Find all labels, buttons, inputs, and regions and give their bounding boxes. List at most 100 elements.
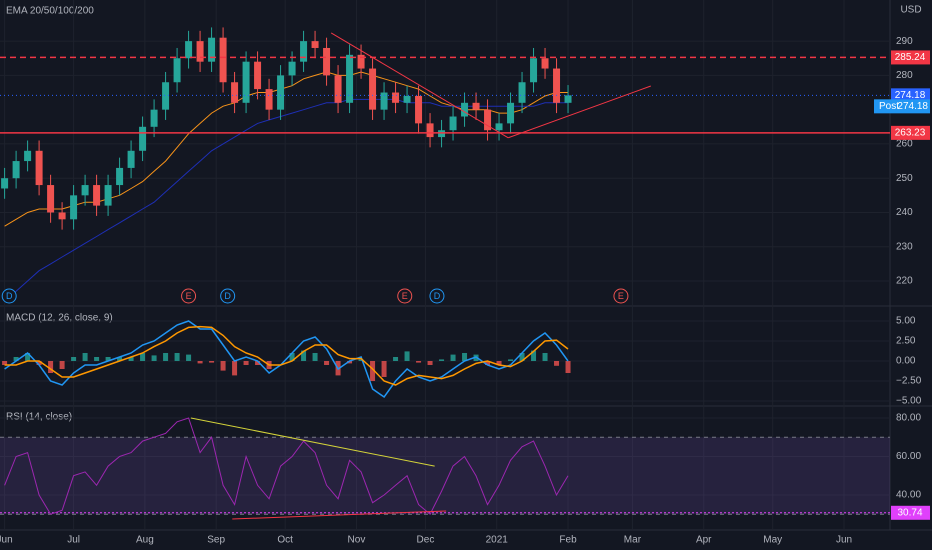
candle-body xyxy=(35,150,43,186)
event-marker xyxy=(397,288,413,304)
trend-line xyxy=(190,417,435,467)
macd-histogram-bar xyxy=(36,361,42,365)
x-tick-label: Jun xyxy=(836,535,852,546)
candle-body xyxy=(553,68,561,103)
event-marker xyxy=(181,288,197,304)
candle-body xyxy=(58,212,66,220)
macd-histogram-bar xyxy=(232,361,238,376)
x-tick-label: Aug xyxy=(136,535,154,546)
price-label: 274.18 xyxy=(895,90,926,101)
event-marker xyxy=(1,288,17,304)
event-label: E xyxy=(402,291,408,301)
candle-body xyxy=(426,123,434,138)
candle-body xyxy=(541,58,549,69)
macd-histogram-bar xyxy=(416,361,422,363)
x-tick-label: Jun xyxy=(0,535,13,546)
macd-histogram-bar xyxy=(554,361,560,366)
macd-histogram-bar xyxy=(140,353,146,361)
candle-body xyxy=(380,92,388,110)
macd-histogram-bar xyxy=(163,353,169,361)
currency: USD xyxy=(900,5,921,16)
macd-histogram-bar xyxy=(485,361,491,365)
candle-body xyxy=(357,54,365,69)
macd-histogram-bar xyxy=(13,357,19,361)
candle-body xyxy=(196,41,204,62)
candle-body xyxy=(461,102,469,117)
trend-line xyxy=(232,510,447,520)
rsi-level-label: 30.74 xyxy=(897,507,922,518)
y-tick-label: 290 xyxy=(896,36,913,47)
event-label: D xyxy=(6,291,13,301)
macd-histogram-bar xyxy=(209,361,215,363)
event-marker xyxy=(613,288,629,304)
x-tick-label: Apr xyxy=(696,535,712,546)
macd-histogram-bar xyxy=(519,353,525,361)
candle-body xyxy=(93,185,101,206)
y-tick-label: 260 xyxy=(896,139,913,150)
candle-body xyxy=(288,61,296,76)
macd-histogram-bar xyxy=(25,353,31,361)
x-tick-label: Nov xyxy=(348,535,366,546)
candle-body xyxy=(449,116,457,131)
macd-histogram-bar xyxy=(301,350,307,361)
post-price: 274.18 xyxy=(897,101,928,112)
y-tick-label: −5.00 xyxy=(896,396,922,407)
post-label-box xyxy=(874,99,930,114)
candle-body xyxy=(507,102,515,124)
macd-histogram-bar xyxy=(347,361,353,364)
x-tick-label: Oct xyxy=(277,535,293,546)
rsi-level-box xyxy=(891,505,930,520)
price-label-box xyxy=(891,88,930,103)
macd-histogram-bar xyxy=(117,357,123,361)
macd-line xyxy=(4,325,569,386)
candle-body xyxy=(162,82,170,110)
event-label: E xyxy=(186,291,192,301)
price-label-box xyxy=(891,50,930,65)
candle-body xyxy=(346,54,354,103)
macd-histogram-bar xyxy=(450,354,456,361)
candle-body xyxy=(438,130,446,138)
macd-histogram-bar xyxy=(427,361,433,365)
y-tick-label: 220 xyxy=(896,276,913,287)
candle-body xyxy=(127,150,135,168)
macd-histogram-bar xyxy=(186,354,192,361)
price-label: 263.23 xyxy=(895,128,926,139)
trend-line xyxy=(330,32,509,139)
event-marker xyxy=(220,288,236,304)
y-tick-label: 280 xyxy=(896,70,913,81)
y-tick-label: 2.50 xyxy=(896,336,916,347)
macd-histogram-bar xyxy=(220,361,226,371)
x-tick-label: May xyxy=(763,535,782,546)
y-tick-label: 60.00 xyxy=(896,451,921,462)
candle-body xyxy=(265,89,273,110)
y-tick-label: 0.00 xyxy=(896,356,916,367)
candle-body xyxy=(185,41,193,59)
macd-histogram-bar xyxy=(151,355,157,361)
rsi-line xyxy=(4,417,569,515)
macd-histogram-bar xyxy=(71,357,77,361)
macd-histogram-bar xyxy=(255,361,261,365)
candle-body xyxy=(484,109,492,131)
candle-body xyxy=(530,58,538,83)
macd-histogram-bar xyxy=(496,361,502,365)
candle-body xyxy=(254,61,262,90)
trend-line xyxy=(508,85,651,139)
candle-body xyxy=(81,185,89,196)
y-tick-label: 80.00 xyxy=(896,413,921,424)
macd-histogram-bar xyxy=(542,353,548,361)
candle-body xyxy=(518,82,526,103)
macd-histogram-bar xyxy=(439,359,445,361)
macd-histogram-bar xyxy=(243,361,249,365)
rsi-band xyxy=(0,437,890,515)
macd-histogram-bar xyxy=(312,353,318,361)
candle-body xyxy=(495,123,503,131)
candle-body xyxy=(369,68,377,110)
candle-body xyxy=(208,37,216,62)
macd-histogram-bar xyxy=(197,361,203,364)
x-tick-label: Mar xyxy=(624,535,642,546)
candle-body xyxy=(564,95,572,103)
x-tick-label: Jul xyxy=(67,535,80,546)
candle-body xyxy=(116,167,124,186)
macd-histogram-bar xyxy=(531,350,537,361)
